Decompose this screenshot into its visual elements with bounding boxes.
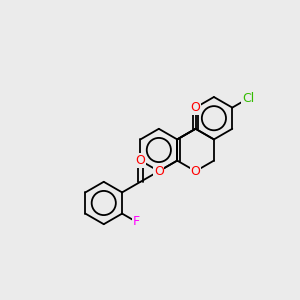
Text: Cl: Cl: [242, 92, 254, 105]
Text: O: O: [136, 154, 146, 167]
Text: O: O: [190, 165, 200, 178]
Text: O: O: [190, 101, 200, 114]
Text: O: O: [154, 165, 164, 178]
Text: F: F: [132, 215, 140, 228]
